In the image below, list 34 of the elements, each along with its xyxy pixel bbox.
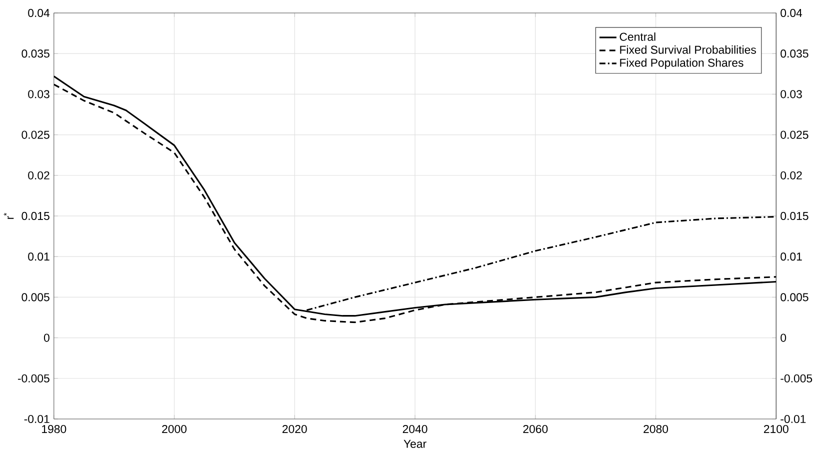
x-tick-label: 1980 [42,425,66,434]
x-tick-label: 2060 [523,425,548,434]
y2-tick-label: 0 [780,334,786,342]
y2-tick-label: 0.02 [780,171,802,180]
legend-label: Central [620,32,656,41]
y-tick-label: 0.04 [28,8,50,18]
x-tick-label: 2040 [402,425,428,434]
y2-tick-label: -0.005 [780,374,812,382]
y-tick-label: 0.025 [22,130,50,139]
legend-label: Fixed Survival Probabilities [620,45,756,54]
y-tick-label: 0.02 [28,171,50,180]
y2-tick-label: 0.015 [780,212,808,220]
y-tick-label: 0.035 [22,50,50,58]
y-tick-label: 0.015 [22,212,50,220]
y-axis-title: r$^{*}$ [4,212,14,219]
x-tick-label: 2100 [764,425,788,434]
legend-label: Fixed Population Shares [620,58,744,70]
y-tick-label: 0.005 [22,293,50,302]
y2-tick-label: 0.04 [780,8,802,18]
y-tick-label: 0.03 [28,90,50,98]
y2-tick-label: 0.005 [780,293,808,302]
y-tick-label: 0 [44,334,50,342]
x-tick-label: 2000 [162,425,187,434]
y2-tick-label: 0.035 [780,50,808,58]
y2-tick-label: -0.01 [780,414,806,424]
x-axis-title: Year [404,440,426,448]
y2-tick-label: 0.03 [780,90,802,98]
y-tick-label: -0.005 [18,374,50,382]
x-tick-label: 2080 [644,425,668,434]
x-tick-label: 2020 [282,425,307,434]
y-tick-label: 0.01 [28,252,50,261]
y2-tick-label: 0.025 [780,130,808,139]
y2-tick-label: 0.01 [780,252,802,261]
y-tick-label: -0.01 [24,414,50,424]
